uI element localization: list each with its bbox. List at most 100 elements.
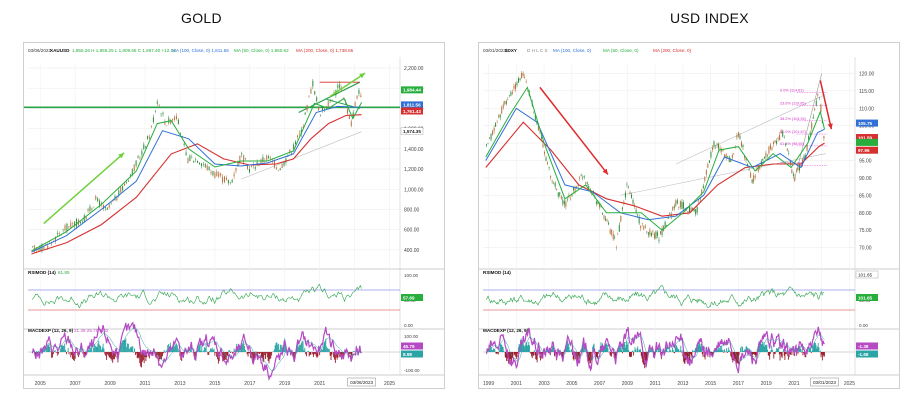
candle-body <box>314 91 316 95</box>
candle-body <box>676 200 678 204</box>
trend-arrow-head <box>827 123 833 130</box>
candle-body <box>620 216 622 222</box>
ma50-line <box>31 97 363 252</box>
candle-body <box>635 209 637 212</box>
candle-body <box>656 232 658 236</box>
x-tick-label: 1999 <box>483 381 494 387</box>
candle-body <box>571 194 573 196</box>
candle-body <box>139 157 141 159</box>
trend-channel-line <box>298 81 361 114</box>
candle-body <box>560 195 562 199</box>
candle-body <box>702 185 704 189</box>
candle-body <box>256 162 258 164</box>
x-tick-label: 2017 <box>244 381 255 387</box>
candle-body <box>116 195 118 201</box>
candle-body <box>704 176 706 181</box>
candle-body <box>56 233 58 235</box>
candle-body <box>339 83 341 89</box>
candle-body <box>233 174 235 177</box>
rsi-line <box>32 283 362 309</box>
candle-body <box>794 177 796 180</box>
candle-body <box>143 144 145 150</box>
candle-body <box>753 175 755 182</box>
candle-body <box>631 194 633 198</box>
candle-body <box>329 99 331 101</box>
gold-chart-panel[interactable]: 03/06/2023 XAUUSD 1,855.26 H 1,855.25 L 1,… <box>23 42 445 389</box>
candle-body <box>281 163 283 168</box>
candle-body <box>104 207 106 209</box>
candle-body <box>678 206 680 208</box>
price-flag-label: 105.75 <box>858 121 872 126</box>
candle-body <box>164 121 166 125</box>
x-tick-label: 2015 <box>209 381 220 387</box>
fib-level-label: 61.8% (98.55) <box>780 142 805 146</box>
candle-body <box>669 212 671 215</box>
candle-body <box>127 180 129 182</box>
price-flag-label: 97.96 <box>858 148 870 153</box>
candle-body <box>751 179 753 183</box>
candle-body <box>227 179 229 184</box>
candle-body <box>740 141 742 147</box>
price-flag <box>401 101 423 109</box>
candle-body <box>789 160 791 165</box>
candle-body <box>811 122 813 129</box>
rsi-flag <box>401 294 423 301</box>
candle-body <box>609 229 611 234</box>
rsi-flag-secondary-label: 101.65 <box>858 273 872 278</box>
macd-flag <box>856 350 878 358</box>
candle-body <box>777 137 779 139</box>
header-ohlc: D H L C S <box>527 48 548 53</box>
candle-body <box>150 125 152 127</box>
candle-body <box>795 170 797 172</box>
candle-body <box>47 245 49 249</box>
candle-body <box>750 173 752 178</box>
candle-body <box>765 152 767 158</box>
candle-body <box>583 176 585 178</box>
candle-body <box>644 225 646 228</box>
price-flag-label: 1,811.56 <box>403 103 421 108</box>
candle-body <box>588 186 590 189</box>
x-tick-label: 2005 <box>566 381 577 387</box>
candle-body <box>172 119 174 121</box>
candle-body <box>218 172 220 177</box>
candle-body <box>637 214 639 216</box>
candle-body <box>791 169 793 173</box>
candle-body <box>640 226 642 229</box>
candle-body <box>137 156 139 158</box>
candle-body <box>754 175 756 178</box>
candle-body <box>817 93 819 96</box>
macd-flag-label: 45.79 <box>403 344 415 349</box>
trend-arrow <box>539 86 609 175</box>
candle-body <box>774 140 776 143</box>
candle-body <box>304 112 306 115</box>
y-tick-label: 85.00 <box>859 193 872 199</box>
x-tick-label: 2007 <box>70 381 81 387</box>
rsi-flag-label: 57.69 <box>403 295 415 300</box>
candle-body <box>744 155 746 158</box>
candle-body <box>675 200 677 207</box>
candle-body <box>118 190 120 197</box>
candle-body <box>485 144 487 146</box>
candle-body <box>285 158 287 163</box>
candle-body <box>206 165 208 170</box>
usd-chart-svg[interactable]: 03/01/2023 $DXY D H L C S MA (100, Close, 0… <box>479 43 899 388</box>
price-flag <box>856 134 878 142</box>
candle-body <box>658 239 660 241</box>
usd-chart-panel[interactable]: 03/01/2023 $DXY D H L C S MA (100, Close, 0… <box>478 42 900 389</box>
header-ma200: MA (200, Close, 0) <box>653 48 692 53</box>
candle-body <box>713 141 715 147</box>
candle-body <box>99 200 101 207</box>
price-flag-label: 1,761.43 <box>403 109 421 114</box>
candle-body <box>798 164 800 171</box>
candle-body <box>739 135 741 139</box>
gold-chart-svg[interactable]: 03/06/2023 XAUUSD 1,855.26 H 1,855.25 L 1,… <box>24 43 444 388</box>
fib-level-label: 0.0% (114.61) <box>780 88 804 92</box>
candle-body <box>287 156 289 157</box>
candle-body <box>585 182 587 184</box>
rsi-flag-label: 101.65 <box>858 295 872 300</box>
candle-body <box>786 148 788 151</box>
candle-body <box>514 84 516 90</box>
candle-body <box>87 208 89 211</box>
candle-body <box>95 196 97 200</box>
candle-body <box>185 152 187 156</box>
